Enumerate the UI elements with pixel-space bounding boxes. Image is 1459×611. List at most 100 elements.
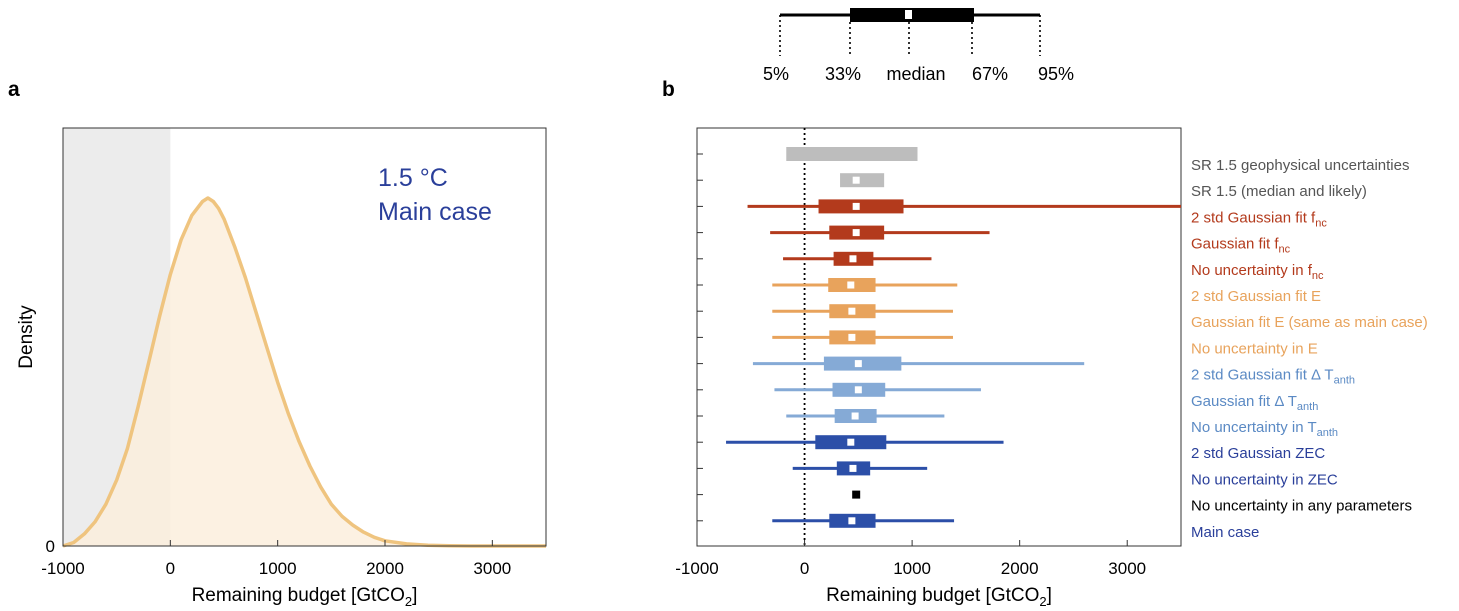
row-label: SR 1.5 geophysical uncertainties [1191,157,1409,174]
row-label: 2 std Gaussian ZEC [1191,445,1325,462]
row-label: Main case [1191,524,1259,541]
panel-a-x-tick-label: 2000 [366,559,404,578]
legend-key-median-marker [905,10,912,19]
legend-key-label-67: 67% [972,64,1008,84]
panel-b-x-axis-label: Remaining budget [GtCO2] [826,585,1052,609]
row-label: No uncertainty in any parameters [1191,498,1412,515]
panel-a-x-tick-label: 0 [166,559,175,578]
panel-a-label: a [8,78,20,101]
panel-a-axes-frame [62,127,547,547]
panel-b-x-tick-label: 0 [800,559,809,578]
legend-key-label-5: 5% [763,64,789,84]
median-marker [849,255,857,263]
row-label-subscript: nc [1312,270,1324,282]
median-marker [852,176,860,184]
row-label: SR 1.5 (median and likely) [1191,183,1367,200]
row-label-main: 2 std Gaussian fit f [1191,209,1316,226]
row-label-main: 2 std Gaussian ZEC [1191,445,1325,462]
panel-b-x-ticks: -1000 0 1000 2000 3000 [675,540,1146,578]
panel-a-x-axis-label-main: Remaining budget [GtCO [192,585,405,606]
boxplot-row [783,251,932,266]
range-bar [786,147,918,161]
panel-b-row-labels: SR 1.5 geophysical uncertainties SR 1.5 (… [1191,157,1428,541]
row-label: Gaussian fit Δ Tanth [1191,393,1318,413]
row-label: Gaussian fit fnc [1191,236,1291,256]
panel-a-y-tick-label: 0 [46,537,55,556]
panel-b-x-tick-label: 3000 [1108,559,1146,578]
box-33-67 [840,173,885,188]
median-marker [847,281,855,289]
median-marker [849,464,857,472]
panel-a-density-chart: -1000 0 1000 2000 3000 0 Density Remaining b… [16,127,547,609]
panel-b-x-axis-label-end: ] [1047,585,1052,606]
boxplot-row [852,490,861,499]
boxplot-row [786,409,945,423]
row-label-subscript: anth [1297,401,1318,413]
row-label: No uncertainty in Tanth [1191,419,1338,439]
boxplot-row [840,173,885,188]
row-label-main: 2 std Gaussian fit Δ T [1191,367,1334,384]
panel-a-x-tick-label: -1000 [41,559,84,578]
boxplot-row [770,225,990,240]
row-label: No uncertainty in ZEC [1191,471,1338,488]
legend-key-label-33: 33% [825,64,861,84]
row-label: 2 std Gaussian fit fnc [1191,209,1327,229]
boxplot-row [772,304,953,319]
panel-b-label: b [662,78,675,101]
panel-b-boxplot-chart: -1000 0 1000 2000 3000 SR 1.5 geophysical un… [675,127,1428,609]
panel-b-x-tick-label: 1000 [893,559,931,578]
row-label-main: Main case [1191,524,1259,541]
median-point [852,490,861,499]
panel-b-x-tick-label: -1000 [675,559,718,578]
row-label: 2 std Gaussian fit E [1191,288,1321,305]
row-label-main: 2 std Gaussian fit E [1191,288,1321,305]
median-marker [854,360,862,368]
boxplot-row [772,513,955,528]
boxplot-row [774,382,981,397]
row-label-main: No uncertainty in ZEC [1191,471,1338,488]
median-marker [851,412,859,420]
panel-a-y-axis-label: Density [16,305,37,369]
median-marker [852,229,860,237]
median-marker [854,386,862,394]
row-label-main: No uncertainty in f [1191,262,1313,279]
panel-a-x-axis-label-sub: 2 [405,594,412,609]
panel-a-x-ticks: -1000 0 1000 2000 3000 [41,540,511,578]
density-curve [62,196,546,548]
legend-key-label-95: 95% [1038,64,1074,84]
row-label-main: SR 1.5 geophysical uncertainties [1191,157,1409,174]
row-label-subscript: nc [1315,217,1327,229]
row-label-subscript: anth [1317,427,1338,439]
panel-b-x-axis-label-sub: 2 [1039,594,1046,609]
panel-a-x-axis-label-end: ] [412,585,417,606]
panel-a-x-tick-label: 1000 [259,559,297,578]
boxplot-row [747,199,1181,214]
row-label: No uncertainty in E [1191,340,1318,357]
panel-a-x-tick-label: 3000 [473,559,511,578]
median-marker [848,517,856,525]
row-label-main: No uncertainty in E [1191,340,1318,357]
box-33-67 [823,356,902,371]
row-label-main: SR 1.5 (median and likely) [1191,183,1367,200]
box-33-67 [818,199,904,214]
row-label-main: No uncertainty in T [1191,419,1317,436]
row-label-subscript: anth [1334,375,1355,387]
median-marker [848,333,856,341]
row-label-subscript: nc [1279,244,1291,256]
row-label-main: No uncertainty in any parameters [1191,498,1412,515]
boxplot-legend-key: 5% 33% median 67% 95% [763,8,1074,84]
legend-key-label-median: median [886,64,945,84]
density-fill-area [63,198,546,546]
boxplot-row [772,278,958,292]
row-label: 2 std Gaussian fit Δ Tanth [1191,367,1355,387]
median-marker [847,438,855,446]
annotation-temperature: 1.5 °C [378,164,448,192]
annotation-case: Main case [378,198,492,226]
row-label-main: Gaussian fit E (same as main case) [1191,314,1428,331]
row-label: Gaussian fit E (same as main case) [1191,314,1428,331]
panel-a-x-axis-label: Remaining budget [GtCO2] [192,585,418,609]
row-label-main: Gaussian fit Δ T [1191,393,1297,410]
boxplot-row [772,330,953,345]
boxplot-row [726,435,1004,450]
